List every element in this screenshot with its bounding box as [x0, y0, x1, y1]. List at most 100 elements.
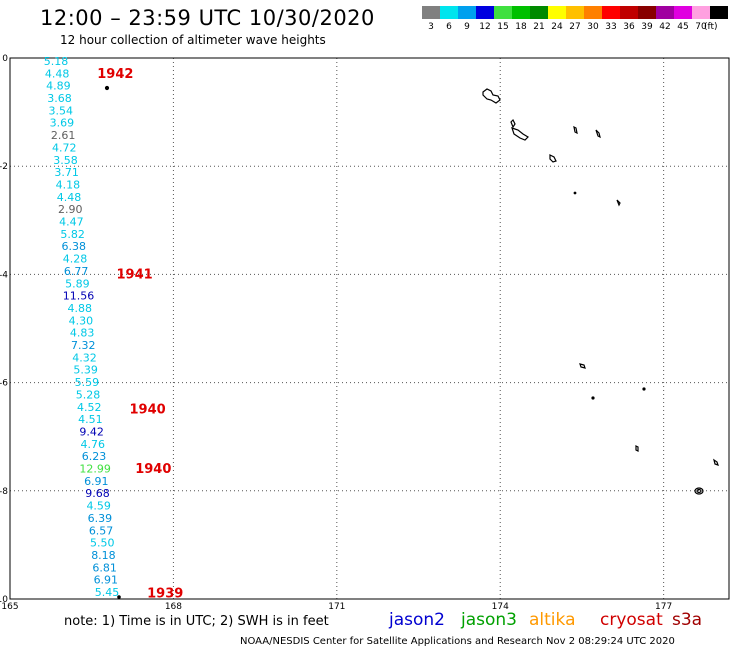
colorbar-tick-label: 45 [677, 22, 689, 32]
island-dot [642, 387, 646, 391]
island-dot [117, 595, 121, 599]
colorbar-tick-label: 27 [569, 22, 581, 32]
swh-value: 4.30 [69, 314, 94, 327]
longitude-label: 168 [165, 602, 182, 610]
swh-value: 4.51 [78, 413, 103, 426]
colorbar-swatch [440, 6, 458, 19]
swh-value: 3.69 [50, 117, 75, 130]
colorbar-tick-label: 24 [551, 22, 563, 32]
swh-value: 4.72 [52, 141, 77, 154]
colorbar-tick-label: 9 [464, 22, 470, 32]
island-shape [595, 129, 601, 139]
island-shape [694, 487, 704, 495]
latitude-label: 0 [2, 54, 8, 64]
page-subtitle: 12 hour collection of altimeter wave hei… [60, 33, 326, 47]
swh-value: 4.89 [46, 80, 71, 93]
colorbar-swatch [512, 6, 530, 19]
longitude-label: 177 [655, 602, 672, 610]
swh-value: 9.42 [79, 425, 104, 438]
legend-note: note: 1) Time is in UTC; 2) SWH is in fe… [64, 610, 329, 629]
colorbar-swatch [476, 6, 494, 19]
colorbar-tick-label: 33 [605, 22, 617, 32]
colorbar-tick-label: 12 [479, 22, 491, 32]
island-shape [511, 127, 529, 141]
colorbar-tick-label: 42 [659, 22, 671, 32]
longitude-label: 174 [492, 602, 509, 610]
latitude-label: -2 [0, 162, 8, 172]
island-dot [104, 85, 110, 91]
swh-value: 5.59 [75, 376, 100, 389]
swh-value: 4.83 [70, 327, 95, 340]
swh-value: 6.57 [89, 524, 114, 537]
swh-value: 4.28 [63, 253, 88, 266]
map-frame [9, 57, 730, 600]
island-shape [579, 363, 586, 369]
longitude-label: 165 [1, 602, 18, 610]
swh-value: 5.82 [60, 228, 85, 241]
pass-time-label: 1940 [129, 403, 165, 418]
swh-value: 5.89 [65, 277, 90, 290]
colorbar-tick-label: 36 [623, 22, 635, 32]
island-shape [696, 488, 702, 494]
colorbar-swatch [422, 6, 440, 19]
swh-value: 5.50 [90, 537, 115, 550]
swh-value: 6.77 [64, 265, 89, 278]
colorbar-swatch [566, 6, 584, 19]
colorbar-unit: (ft) [704, 22, 718, 32]
swh-value: 4.76 [81, 438, 106, 451]
swh-value: 11.56 [63, 290, 95, 303]
colorbar-swatch [530, 6, 548, 19]
island-shape [510, 118, 516, 129]
swh-value: 4.88 [67, 302, 92, 315]
colorbar-swatch [674, 6, 692, 19]
satellite-cryosat: cryosat [600, 610, 663, 630]
colorbar-tick-label: 39 [641, 22, 653, 32]
colorbar-swatch [638, 6, 656, 19]
swh-value: 5.45 [95, 586, 120, 599]
longitude-labels: 165 168 171 174 177 [1, 602, 672, 610]
latitude-label: -10 [0, 595, 8, 605]
satellite-jason3: jason3 [461, 610, 517, 630]
swh-value: 4.48 [45, 67, 70, 80]
swh-value: 3.58 [53, 154, 78, 167]
colorbar-tick-label: 15 [497, 22, 509, 32]
page-title: 12:00 – 23:59 UTC 10/30/2020 [40, 6, 375, 30]
swh-value: 3.71 [54, 166, 79, 179]
satellite-s3a: s3a [672, 610, 703, 630]
colorbar-swatch [620, 6, 638, 19]
pass-time-label: 1941 [116, 267, 152, 282]
island-shape [573, 125, 578, 135]
wave-height-values: 5.184.484.893.683.543.692.614.723.583.71… [44, 55, 120, 599]
swh-value: 6.38 [62, 240, 87, 253]
latitude-labels: 0 -2 -4 -6 -8 -10 [0, 54, 8, 605]
swh-value: 8.18 [91, 549, 116, 562]
latitude-label: -6 [0, 379, 8, 389]
swh-value: 4.32 [72, 351, 97, 364]
colorbar-tick-label: 30 [587, 22, 599, 32]
colorbar-swatch [710, 6, 728, 19]
swh-value: 4.47 [59, 216, 84, 229]
island-shape [635, 445, 639, 452]
satellite-altika: altika [529, 610, 576, 630]
island-shape [482, 88, 501, 104]
island-outlines [104, 85, 719, 599]
island-shape [549, 154, 557, 163]
longitude-label: 171 [328, 602, 345, 610]
pass-time-labels: 1942 1941 1940 1940 1939 [97, 67, 183, 601]
satellite-jason2: jason2 [389, 610, 445, 630]
swh-value: 5.18 [44, 55, 69, 68]
island-dot [591, 396, 595, 400]
swh-value: 2.90 [58, 203, 83, 216]
note-text: note: 1) Time is in UTC; 2) SWH is in fe… [64, 614, 329, 629]
pass-time-label: 1942 [97, 67, 133, 82]
swh-value: 4.48 [57, 191, 82, 204]
swh-value: 4.18 [56, 178, 81, 191]
swh-value: 6.81 [92, 561, 117, 574]
colorbar-swatch [548, 6, 566, 19]
island-shape [713, 458, 719, 466]
swh-value: 3.54 [48, 104, 73, 117]
colorbar-tick-label: 21 [533, 22, 545, 32]
colorbar-swatch [494, 6, 512, 19]
swh-value: 6.91 [84, 475, 109, 488]
